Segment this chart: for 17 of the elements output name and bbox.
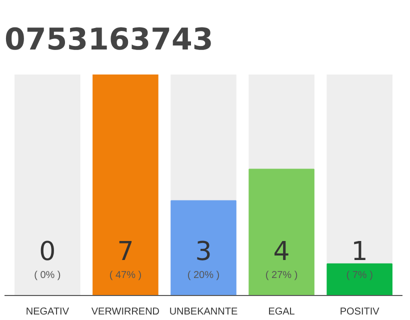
annotation: ( 7% ) bbox=[346, 270, 373, 282]
chart-title: 0753163743 bbox=[4, 22, 214, 58]
x-tick-label: NEGATIV bbox=[26, 306, 70, 318]
x-tick-label: UNBEKANNTE bbox=[169, 306, 238, 318]
annotation: ( 20% ) bbox=[187, 270, 220, 282]
x-tick-label: EGAL bbox=[268, 306, 296, 318]
data-label: 7 bbox=[117, 237, 134, 268]
data-label: 0 bbox=[39, 237, 56, 268]
data-label: 3 bbox=[195, 237, 212, 268]
annotation: ( 0% ) bbox=[34, 270, 61, 282]
x-tick-label: VERWIRREND bbox=[91, 306, 160, 318]
bar bbox=[326, 263, 392, 296]
data-label: 1 bbox=[351, 237, 368, 268]
data-label: 4 bbox=[273, 237, 290, 268]
annotation: ( 47% ) bbox=[109, 270, 142, 282]
annotation: ( 27% ) bbox=[265, 270, 298, 282]
x-tick-label: POSITIV bbox=[340, 306, 380, 318]
